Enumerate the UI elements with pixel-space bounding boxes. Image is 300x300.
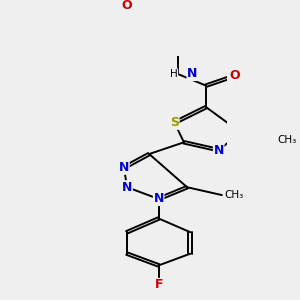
Text: N: N: [122, 181, 132, 194]
Text: F: F: [154, 278, 163, 291]
Text: CH₃: CH₃: [224, 190, 243, 200]
Text: N: N: [187, 68, 197, 80]
Text: CH₃: CH₃: [278, 135, 297, 145]
Text: N: N: [154, 193, 164, 206]
Text: S: S: [170, 116, 179, 129]
Text: H: H: [170, 69, 178, 79]
Text: O: O: [122, 0, 132, 12]
Text: O: O: [229, 69, 240, 82]
Text: N: N: [214, 144, 224, 157]
Text: N: N: [119, 161, 129, 174]
